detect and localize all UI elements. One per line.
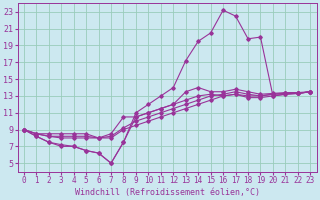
X-axis label: Windchill (Refroidissement éolien,°C): Windchill (Refroidissement éolien,°C) — [75, 188, 260, 197]
